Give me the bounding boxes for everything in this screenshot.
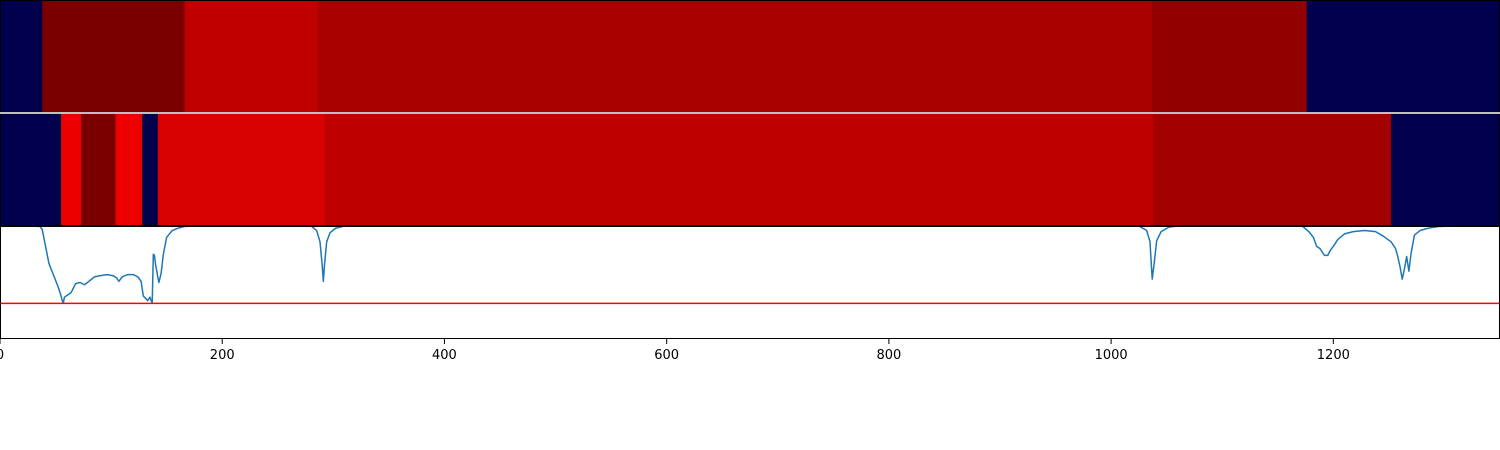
heatmap-segment [324, 113, 1154, 226]
x-tick-label: 600 [654, 348, 679, 363]
heatmap-segment [317, 0, 1153, 113]
x-tick-label: 400 [432, 348, 457, 363]
heatmap-segment [42, 0, 186, 113]
signal-line [0, 225, 1500, 304]
heatmap-segment [81, 113, 117, 226]
heatmap-segment [115, 113, 143, 226]
heatmap-segment [184, 0, 319, 113]
line-plot-panel [0, 225, 1500, 305]
heatmap-segment [142, 113, 159, 226]
heatmap-segment [1152, 0, 1308, 113]
x-axis: 0 200 400 600 800 1000 1200 [0, 339, 1350, 363]
heatmap-strip-2 [0, 113, 1500, 226]
x-tick-label: 200 [210, 348, 235, 363]
heatmap-segment [157, 113, 326, 226]
x-tick-label: 1200 [1317, 348, 1350, 363]
heatmap-strip-1 [0, 0, 1500, 113]
heatmap-segment [1391, 113, 1500, 226]
heatmap-segment [1306, 0, 1500, 113]
heatmap-segment [1153, 113, 1392, 226]
x-tick-label: 0 [0, 348, 4, 363]
heatmap-segment [61, 113, 82, 226]
heatmap-segment [0, 113, 62, 226]
x-tick-label: 1000 [1095, 348, 1128, 363]
heatmap-segment [0, 0, 43, 113]
x-tick-label: 800 [876, 348, 901, 363]
